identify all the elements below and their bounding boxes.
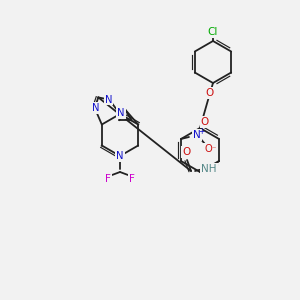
Text: O: O [204, 144, 212, 154]
Text: N: N [116, 151, 124, 161]
Text: +: + [198, 127, 204, 136]
Text: Cl: Cl [208, 27, 218, 37]
Text: N: N [117, 108, 125, 118]
Text: O: O [182, 147, 190, 157]
Text: N: N [193, 130, 201, 140]
Text: F: F [105, 174, 111, 184]
Text: O: O [201, 117, 209, 127]
Text: F: F [129, 174, 135, 184]
Text: NH: NH [201, 164, 217, 174]
Text: N: N [92, 103, 100, 113]
Text: O: O [206, 88, 214, 98]
Text: ⁻: ⁻ [212, 145, 216, 154]
Text: N: N [104, 94, 112, 105]
